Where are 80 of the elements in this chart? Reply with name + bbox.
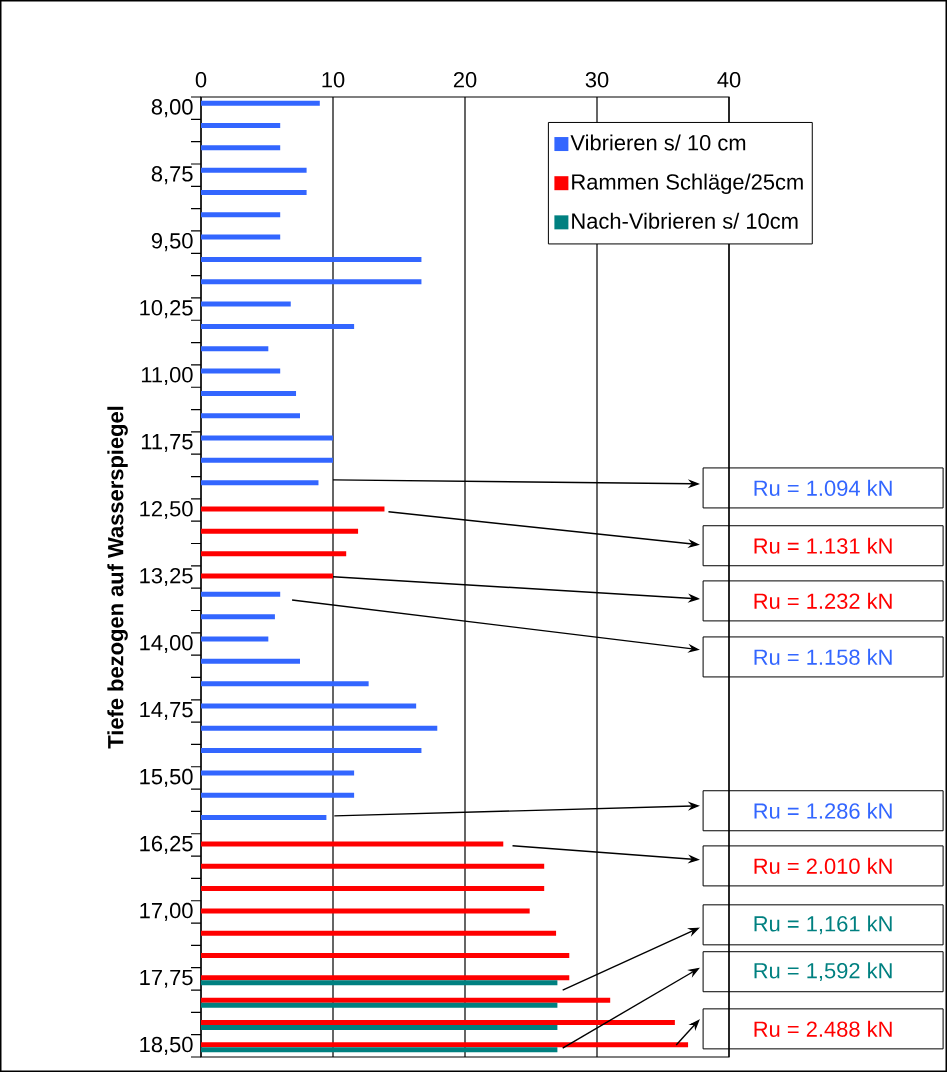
bar [201, 792, 355, 798]
text: Ru = 1.094 kN [754, 479, 892, 496]
bar [201, 368, 281, 374]
bar [201, 841, 504, 847]
y-tick-label: 14,00 [140, 634, 193, 654]
text: Ru = 2.488 kN [754, 1020, 892, 1037]
bar [201, 256, 422, 262]
bar [201, 145, 281, 151]
bar [201, 980, 558, 986]
bar [201, 573, 333, 579]
bar [201, 703, 417, 709]
bar [201, 189, 307, 195]
bar [201, 435, 333, 441]
bar [201, 301, 291, 307]
bar [201, 997, 611, 1003]
bar [201, 234, 281, 240]
text: Ru = 1.158 kN [754, 648, 892, 665]
y-tick-label: 18,50 [140, 1036, 193, 1055]
y-tick-label: 9,50 [151, 233, 193, 252]
bar [201, 725, 438, 731]
bar [201, 457, 333, 463]
y-tick-label: 8,75 [151, 166, 193, 185]
bar [201, 100, 320, 106]
y-tick-label: 10,25 [140, 300, 193, 319]
bar [201, 930, 557, 936]
bar [201, 748, 422, 754]
bar [201, 886, 545, 892]
bar [201, 975, 570, 981]
x-tick-label: 10 [322, 71, 345, 88]
text: Ru = 1,592 kN [754, 962, 892, 982]
x-tick-label: 30 [585, 71, 609, 88]
bar [201, 506, 385, 512]
bar [201, 1002, 558, 1008]
bar [201, 636, 269, 642]
x-tick-label: 20 [453, 71, 477, 88]
x-tick-label: 40 [717, 71, 741, 88]
bar [201, 1042, 689, 1048]
bar [201, 1020, 675, 1026]
bar [201, 212, 281, 218]
bar [201, 863, 545, 869]
text: Ru = 1.286 kN [754, 802, 892, 819]
text: Ru = 1,161 kN [754, 915, 892, 935]
bar [201, 413, 300, 419]
y-tick-label: 8,00 [151, 99, 193, 118]
bar [201, 279, 422, 285]
bar [201, 1025, 558, 1031]
y-tick-label: 11,00 [141, 367, 193, 386]
bar [201, 681, 369, 687]
bar [201, 390, 297, 396]
bar [201, 908, 530, 914]
y-tick-label: 16,25 [140, 835, 193, 854]
bar [201, 551, 347, 557]
text: Ru = 2.010 kN [754, 857, 892, 874]
y-tick-label: 15,50 [140, 768, 193, 787]
text: Ru = 1.131 kN [754, 537, 892, 554]
bar [201, 480, 319, 486]
legend-label: Nach-Vibrieren s/ 10cm [572, 212, 798, 229]
y-tick-label: 14,75 [140, 702, 193, 720]
bar [201, 528, 359, 534]
legend-label: Vibrieren s/ 10 cm [570, 134, 746, 151]
y-axis-title: Tiefe bezogen auf Wasserspiegel [107, 406, 128, 749]
x-tick-label: 0 [195, 71, 207, 88]
y-tick-label: 12,50 [140, 500, 193, 520]
bar [201, 122, 281, 128]
bar [201, 167, 307, 173]
text: Ru = 1.232 kN [754, 592, 892, 609]
bar [201, 591, 281, 597]
bar [201, 614, 275, 620]
bar [201, 346, 269, 352]
y-tick-label: 11,75 [141, 434, 193, 452]
bar [201, 815, 327, 821]
bar [201, 1047, 558, 1053]
legend-label: Rammen Schläge/25cm [572, 173, 803, 195]
bar [201, 323, 355, 329]
y-tick-label: 17,75 [140, 969, 193, 988]
bar [201, 953, 570, 959]
y-tick-label: 13,25 [140, 567, 193, 587]
y-tick-label: 17,00 [140, 902, 193, 921]
bar [201, 770, 355, 776]
bar [201, 658, 300, 664]
